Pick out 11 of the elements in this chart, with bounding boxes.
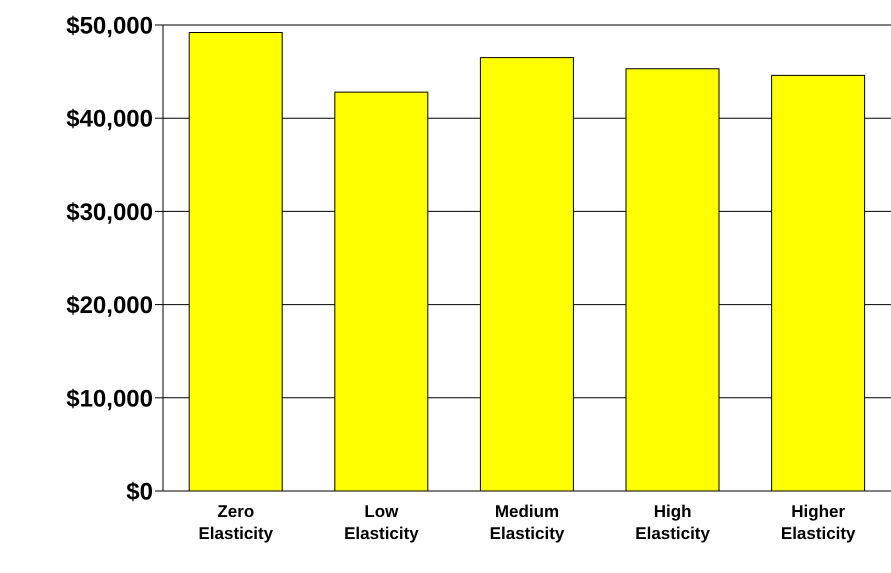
y-tick-label: $40,000 xyxy=(66,106,153,133)
y-tick-label: $20,000 xyxy=(66,292,153,320)
x-tick-label: Medium Elasticity xyxy=(490,502,565,543)
x-tick-label: Low Elasticity xyxy=(344,502,420,543)
y-tick-label: $0 xyxy=(126,478,153,506)
x-tick-label: Zero Elasticity xyxy=(198,502,274,543)
y-tick-label: $50,000 xyxy=(66,12,153,40)
x-tick-label: High Elasticity xyxy=(635,502,710,543)
y-tick-label: $30,000 xyxy=(66,198,153,226)
y-tick-label: $10,000 xyxy=(66,385,153,412)
x-tick-label: Higher Elasticity xyxy=(780,502,856,543)
